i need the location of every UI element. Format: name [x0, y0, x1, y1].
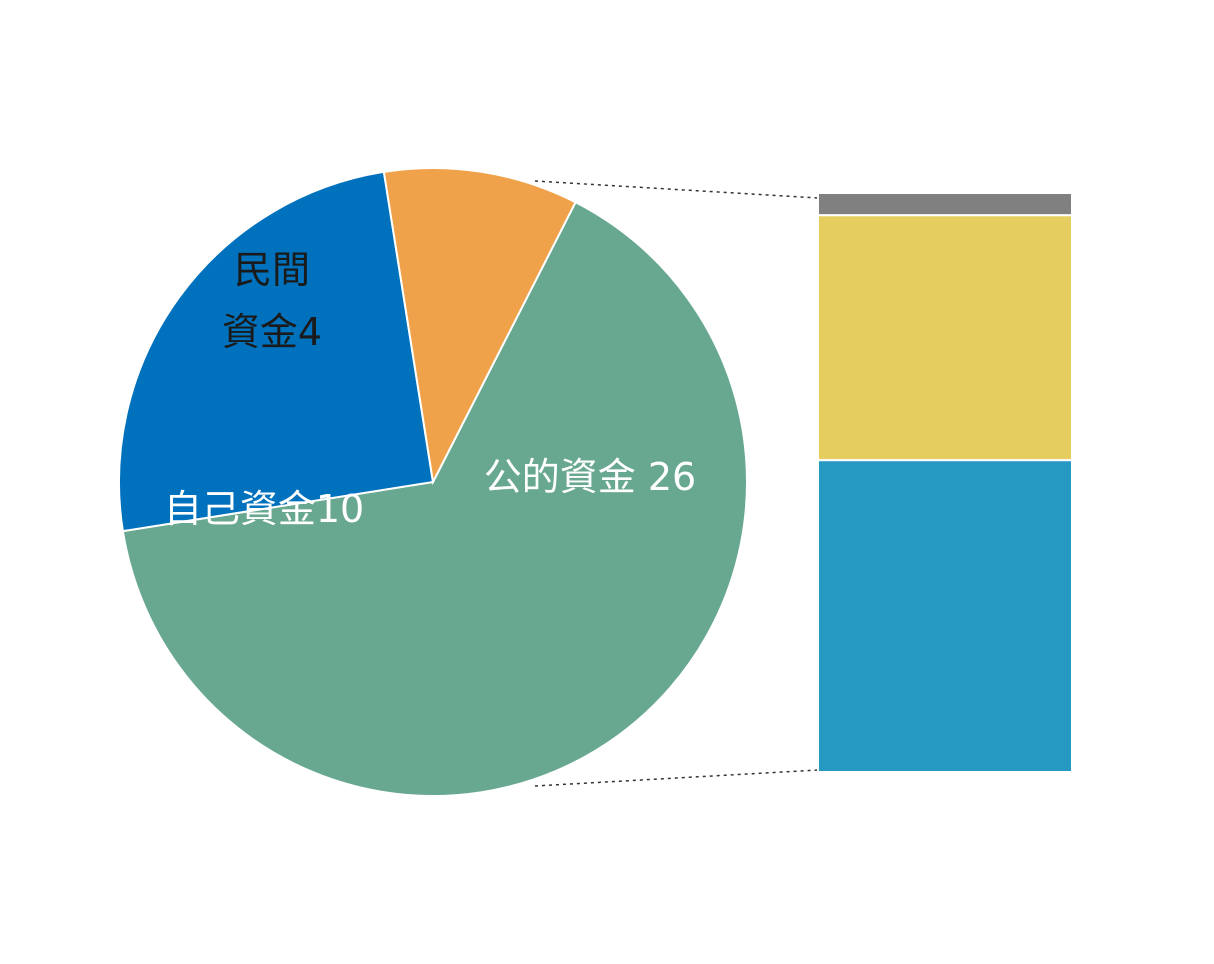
- pie-slice-1: [118, 170, 435, 533]
- pie-slice-label-1: 自己資金10: [164, 487, 364, 531]
- public-funds-breakdown-bar: [817, 192, 1073, 773]
- connector-line-top: [534, 180, 819, 199]
- bar-segment-2: [817, 459, 1073, 773]
- connector-line-bottom: [534, 769, 819, 787]
- pie-slice-2: [382, 167, 577, 486]
- bar-segment-1: [817, 214, 1073, 462]
- pie-chart: 公的資金 26 自己資金10 民間資金4: [118, 167, 748, 797]
- bar-segment-0: [817, 192, 1073, 217]
- pie-slice-0: [121, 200, 748, 797]
- pie-slice-label-0: 公的資金 26: [484, 455, 696, 499]
- connector-lines: [534, 180, 819, 787]
- pie-slice-label-2: 民間資金4: [222, 248, 322, 354]
